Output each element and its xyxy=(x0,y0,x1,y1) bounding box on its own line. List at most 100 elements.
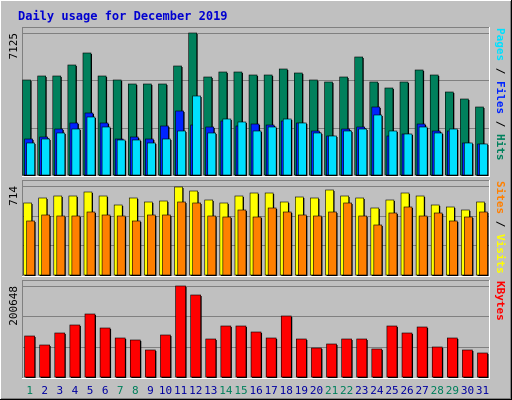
bar-sites-day-11 xyxy=(177,201,186,276)
bar-pages-day-21 xyxy=(328,135,337,176)
bar-pages-day-19 xyxy=(298,122,307,176)
bar-kbytes-day-28 xyxy=(431,346,443,378)
bar-sites-day-28 xyxy=(433,212,443,276)
x-tick-label-day-22: 22 xyxy=(340,384,353,397)
x-tick-label-day-10: 10 xyxy=(159,384,172,397)
bar-sites-day-20 xyxy=(313,215,322,276)
y-max-label: 714 xyxy=(7,186,20,206)
bar-pages-day-6 xyxy=(101,126,111,176)
bar-pages-day-16 xyxy=(252,130,262,176)
legend-entry: / xyxy=(494,114,507,134)
bar-kbytes-day-27 xyxy=(416,326,428,378)
x-tick-label-day-18: 18 xyxy=(280,384,293,397)
legend-entry: Visits xyxy=(494,234,507,274)
bar-kbytes-day-1 xyxy=(24,335,35,378)
bar-pages-day-13 xyxy=(207,132,217,176)
y-max-label: 200648 xyxy=(7,286,20,326)
bar-sites-day-10 xyxy=(162,214,171,276)
x-tick-label-day-13: 13 xyxy=(204,384,217,397)
bar-kbytes-day-2 xyxy=(39,344,50,378)
x-tick-label-day-8: 8 xyxy=(132,384,139,397)
bar-sites-day-9 xyxy=(147,214,156,276)
bar-sites-day-29 xyxy=(449,220,458,276)
bar-sites-day-16 xyxy=(252,216,262,276)
bar-kbytes-day-19 xyxy=(296,338,307,378)
bar-kbytes-day-26 xyxy=(401,332,413,378)
bar-kbytes-day-10 xyxy=(160,334,171,378)
chart-title: Daily usage for December 2019 xyxy=(18,9,228,23)
x-tick-labels: 1 2 3 4 5 6 7 8 9 10 11 12 13 14 15 16 17 18 19 20 21 22 23 24 2… xyxy=(26,384,489,397)
x-tick-label-day-28: 28 xyxy=(431,384,444,397)
bar-pages-day-23 xyxy=(358,128,368,176)
bar-pages-day-26 xyxy=(403,133,413,176)
bar-sites-day-25 xyxy=(388,212,398,276)
x-tick-label-day-9: 9 xyxy=(147,384,154,397)
bar-sites-day-31 xyxy=(479,211,488,276)
bar-sites-day-30 xyxy=(464,216,473,276)
bar-kbytes-day-3 xyxy=(54,332,66,378)
x-tick-label-day-31: 31 xyxy=(476,384,489,397)
bar-sites-day-27 xyxy=(418,215,428,276)
x-tick-label-day-17: 17 xyxy=(265,384,278,397)
x-tick-label-day-14: 14 xyxy=(219,384,233,397)
bar-pages-day-31 xyxy=(479,143,488,176)
bar-pages-day-15 xyxy=(237,121,247,176)
bar-sites-day-7 xyxy=(116,215,126,276)
legend-entry: Hits xyxy=(494,134,507,161)
bar-kbytes-day-16 xyxy=(250,331,262,378)
bar-kbytes-day-9 xyxy=(145,349,156,378)
bar-kbytes-day-25 xyxy=(386,325,398,378)
bar-pages-day-25 xyxy=(388,130,398,176)
bar-pages-day-8 xyxy=(131,139,141,176)
bar-pages-day-5 xyxy=(86,116,96,176)
bar-kbytes-day-13 xyxy=(205,338,217,378)
bar-kbytes-day-23 xyxy=(356,338,368,378)
bar-pages-day-11 xyxy=(177,130,186,176)
bar-pages-day-1 xyxy=(26,142,35,176)
x-tick-label-day-21: 21 xyxy=(325,384,338,397)
bar-pages-day-18 xyxy=(282,118,292,176)
bar-pages-day-24 xyxy=(373,114,383,176)
bar-sites-day-22 xyxy=(343,202,352,276)
bar-kbytes-day-17 xyxy=(265,337,277,378)
chart-panels: 7125 Pages / Files / Hits 714 Sites / Visit… xyxy=(7,27,507,379)
panel-kbytes: 200648 KBytes xyxy=(7,280,507,379)
x-tick-label-day-25: 25 xyxy=(385,384,398,397)
bar-pages-day-28 xyxy=(433,132,443,176)
x-tick-label-day-11: 11 xyxy=(174,384,187,397)
bar-kbytes-day-6 xyxy=(99,327,111,378)
bar-kbytes-day-31 xyxy=(477,352,488,378)
x-tick-label-day-6: 6 xyxy=(102,384,109,397)
panel-hits-files-pages: 7125 Pages / Files / Hits xyxy=(7,27,507,177)
bar-kbytes-day-20 xyxy=(311,347,322,378)
panel-legend: Sites / Visits xyxy=(494,181,507,274)
bar-kbytes-day-15 xyxy=(235,325,247,378)
bar-sites-day-18 xyxy=(282,211,292,276)
bar-kbytes-day-22 xyxy=(341,338,352,378)
bar-kbytes-day-7 xyxy=(114,337,126,378)
bar-kbytes-day-21 xyxy=(326,343,337,378)
x-tick-label-day-7: 7 xyxy=(117,384,124,397)
bar-sites-day-13 xyxy=(207,215,217,276)
x-tick-label-day-24: 24 xyxy=(370,384,384,397)
panel-legend: KBytes xyxy=(494,281,507,321)
bar-sites-day-14 xyxy=(222,216,232,276)
bar-pages-day-30 xyxy=(464,142,473,176)
legend-entry: Sites xyxy=(494,181,507,214)
bar-pages-day-7 xyxy=(116,139,126,176)
legend-entry: / xyxy=(494,61,507,81)
bar-sites-day-1 xyxy=(26,220,35,276)
bar-pages-day-9 xyxy=(147,142,156,176)
bar-sites-day-4 xyxy=(71,215,81,276)
x-tick-label-day-27: 27 xyxy=(416,384,429,397)
bar-kbytes-day-8 xyxy=(129,339,141,378)
bar-kbytes-day-14 xyxy=(220,325,232,378)
bar-sites-day-23 xyxy=(358,215,368,276)
legend-entry: Files xyxy=(494,81,507,114)
x-tick-label-day-30: 30 xyxy=(461,384,474,397)
bar-pages-day-27 xyxy=(418,126,428,176)
bar-kbytes-day-4 xyxy=(69,324,81,378)
bar-sites-day-6 xyxy=(101,214,111,276)
legend-entry: KBytes xyxy=(494,281,507,321)
legend-entry: / xyxy=(494,214,507,234)
